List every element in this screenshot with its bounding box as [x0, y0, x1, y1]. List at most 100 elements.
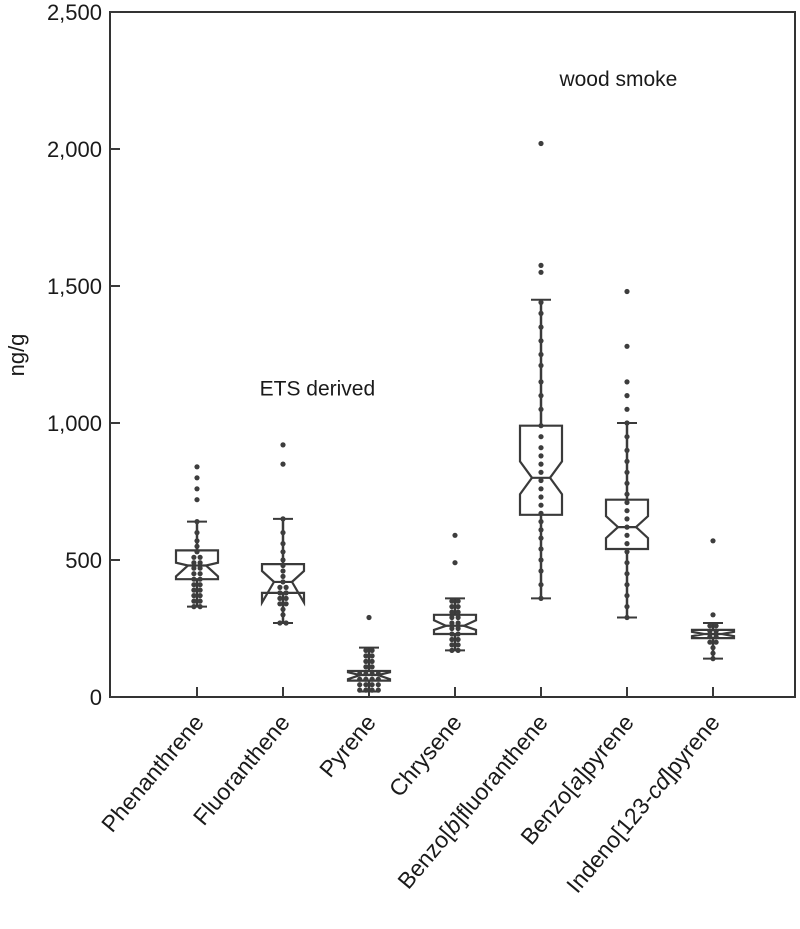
data-point: [624, 458, 630, 464]
box-group: [690, 538, 736, 662]
data-point: [194, 549, 200, 555]
data-point: [455, 636, 461, 643]
y-tick-label: 2,000: [47, 137, 102, 162]
data-point: [538, 351, 544, 358]
data-point: [363, 647, 369, 654]
data-point: [538, 140, 544, 147]
data-point: [191, 571, 197, 577]
data-point: [277, 620, 283, 626]
y-axis: 0 500 1,000 1,500 2,000 2,500: [47, 0, 120, 710]
data-point: [194, 486, 200, 492]
data-point: [538, 338, 544, 344]
data-point: [194, 538, 200, 544]
data-point: [280, 557, 286, 563]
data-point: [191, 587, 197, 593]
data-point: [538, 434, 544, 440]
data-point: [280, 516, 286, 522]
data-point: [713, 634, 719, 640]
data-point: [455, 647, 461, 654]
data-point: [710, 538, 716, 544]
data-point: [455, 598, 461, 604]
data-point: [624, 582, 630, 588]
data-point: [280, 549, 286, 555]
data-point: [357, 671, 363, 677]
data-point: [375, 676, 381, 682]
data-point: [538, 486, 544, 492]
box-group: [346, 614, 392, 693]
data-point: [538, 510, 544, 516]
data-point: [449, 620, 455, 626]
data-point: [280, 461, 286, 467]
data-point: [194, 543, 200, 549]
data-point: [713, 623, 719, 629]
data-point: [283, 601, 289, 607]
y-axis-label: ng/g: [4, 334, 29, 377]
data-point: [624, 499, 630, 506]
data-point: [375, 671, 381, 677]
data-point: [538, 595, 544, 602]
plot-frame: [109, 11, 796, 698]
data-point: [280, 579, 286, 585]
data-point: [624, 406, 630, 412]
data-point: [538, 546, 544, 552]
data-point: [369, 671, 375, 677]
box-group: [432, 532, 478, 654]
data-point: [455, 631, 461, 637]
data-point: [363, 664, 369, 670]
data-point: [280, 442, 286, 448]
data-point: [624, 614, 630, 621]
data-point: [624, 593, 630, 599]
data-point: [538, 445, 544, 451]
x-tick-label-part: ]pyrene: [570, 710, 639, 785]
data-point: [449, 625, 455, 632]
data-point: [197, 560, 203, 566]
data-point: [455, 604, 461, 610]
data-point: [538, 324, 544, 330]
data-point: [624, 393, 630, 399]
data-point: [197, 554, 203, 560]
data-point: [194, 464, 200, 470]
data-point: [455, 614, 461, 621]
data-point: [363, 653, 369, 659]
data-point: [538, 406, 544, 412]
data-point: [624, 379, 630, 385]
data-point: [197, 582, 203, 588]
notched-box: [174, 549, 220, 581]
data-point: [624, 434, 630, 440]
data-point: [538, 582, 544, 588]
data-point: [194, 475, 200, 481]
data-point: [283, 595, 289, 602]
data-point: [707, 628, 713, 634]
data-point: [624, 604, 630, 610]
data-point: [713, 628, 719, 634]
data-point: [449, 631, 455, 637]
data-point: [710, 656, 716, 662]
data-point: [363, 676, 369, 682]
x-tick-label-part: ]pyrene: [656, 710, 725, 785]
data-point: [624, 524, 630, 530]
x-tick-label: Pyrene: [314, 710, 381, 783]
data-point: [707, 639, 713, 645]
notched-box: [518, 424, 564, 516]
data-point: [455, 642, 461, 648]
data-point: [280, 562, 286, 569]
data-point: [538, 519, 544, 525]
data-point: [197, 571, 203, 577]
y-tick-label: 500: [65, 548, 102, 573]
data-point: [538, 362, 544, 369]
data-point: [197, 604, 203, 610]
data-point: [449, 604, 455, 610]
x-tick-label-part: Chrysene: [384, 710, 467, 802]
data-point: [280, 541, 286, 547]
data-point: [197, 587, 203, 593]
data-point: [280, 568, 286, 574]
data-point: [624, 549, 630, 555]
data-point: [357, 682, 363, 688]
notched-box: [432, 613, 478, 636]
data-point: [455, 609, 461, 615]
box-group: [174, 464, 220, 610]
x-tick-label: Benzo[b]fluoranthene: [392, 710, 552, 894]
data-point: [357, 687, 363, 693]
